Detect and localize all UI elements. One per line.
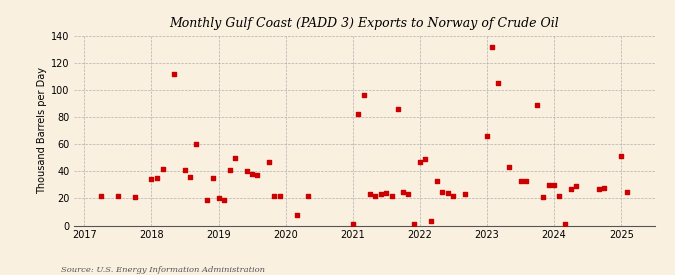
Point xyxy=(481,134,492,138)
Point xyxy=(275,194,286,198)
Point xyxy=(269,194,279,198)
Point xyxy=(392,107,403,111)
Point xyxy=(185,175,196,179)
Point xyxy=(96,194,107,198)
Y-axis label: Thousand Barrels per Day: Thousand Barrels per Day xyxy=(36,67,47,194)
Point xyxy=(230,156,241,160)
Point xyxy=(369,194,380,198)
Point xyxy=(599,185,610,190)
Point xyxy=(364,192,375,197)
Text: Source: U.S. Energy Information Administration: Source: U.S. Energy Information Administ… xyxy=(61,266,265,274)
Point xyxy=(263,160,274,164)
Point xyxy=(448,194,459,198)
Point xyxy=(593,187,604,191)
Point xyxy=(409,222,420,226)
Title: Monthly Gulf Coast (PADD 3) Exports to Norway of Crude Oil: Monthly Gulf Coast (PADD 3) Exports to N… xyxy=(169,17,560,31)
Point xyxy=(616,154,626,159)
Point xyxy=(381,191,392,195)
Point xyxy=(571,184,582,188)
Point xyxy=(520,178,531,183)
Point xyxy=(549,183,560,187)
Point xyxy=(443,191,454,195)
Point xyxy=(537,195,548,199)
Point xyxy=(420,157,431,161)
Point xyxy=(426,219,437,224)
Point xyxy=(180,168,190,172)
Point xyxy=(168,72,179,76)
Point xyxy=(113,194,124,198)
Point xyxy=(151,176,162,180)
Point xyxy=(157,166,168,171)
Point xyxy=(219,197,230,202)
Point xyxy=(225,168,236,172)
Point xyxy=(554,194,565,198)
Point xyxy=(398,189,408,194)
Point xyxy=(487,44,497,49)
Point xyxy=(543,183,554,187)
Point xyxy=(353,112,364,117)
Point xyxy=(252,173,263,178)
Point xyxy=(246,172,257,176)
Point xyxy=(129,195,140,199)
Point xyxy=(437,189,448,194)
Point xyxy=(504,165,514,169)
Point xyxy=(460,192,470,197)
Point xyxy=(202,197,213,202)
Point xyxy=(566,187,576,191)
Point xyxy=(348,222,358,226)
Point xyxy=(386,194,397,198)
Point xyxy=(191,142,202,146)
Point xyxy=(146,177,157,182)
Point xyxy=(292,213,302,217)
Point xyxy=(208,176,219,180)
Point xyxy=(532,103,543,107)
Point xyxy=(242,169,252,174)
Point xyxy=(359,93,370,98)
Point xyxy=(431,178,442,183)
Point xyxy=(493,81,504,85)
Point xyxy=(375,192,386,197)
Point xyxy=(302,194,313,198)
Point xyxy=(213,196,224,200)
Point xyxy=(621,189,632,194)
Point xyxy=(560,222,571,226)
Point xyxy=(403,192,414,197)
Point xyxy=(414,160,425,164)
Point xyxy=(515,178,526,183)
